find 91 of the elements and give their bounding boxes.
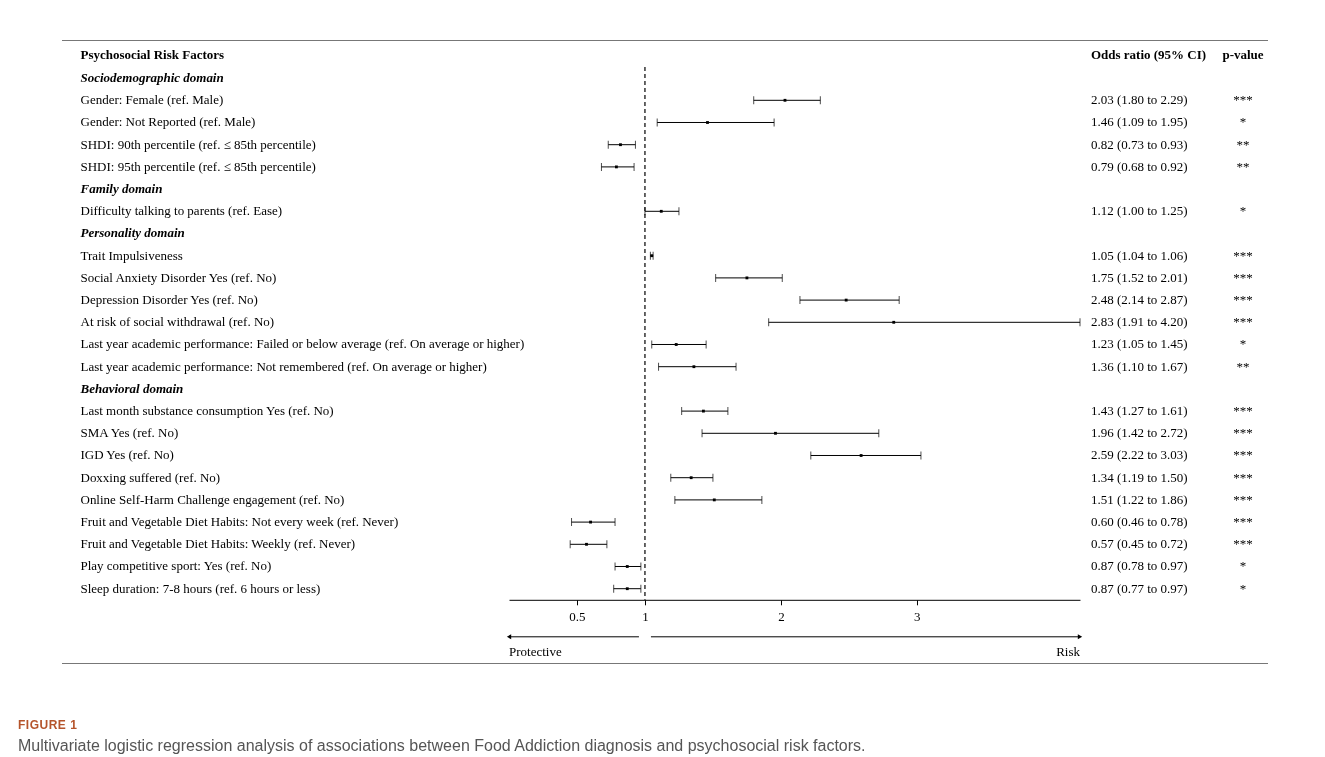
data-label: 1.51 (1.22 to 1.86): [1091, 491, 1188, 507]
point: [589, 520, 592, 524]
text: Protective: [509, 643, 562, 659]
y-tick-label: Depression Disorder Yes (ref. No): [80, 292, 258, 308]
text: FIGURE 1: [18, 718, 78, 732]
text: ***: [1233, 292, 1253, 308]
y-tick-label: Personality domain: [80, 225, 185, 241]
y-tick-label: At risk of social withdrawal (ref. No): [80, 314, 275, 330]
text: *: [1239, 203, 1247, 219]
data-label: 2.03 (1.80 to 2.29): [1091, 92, 1188, 108]
point: [892, 320, 896, 324]
text: ***: [1233, 92, 1253, 108]
data-label: 0.82 (0.73 to 0.93): [1091, 136, 1188, 152]
x-tick-label: 0.5: [569, 609, 586, 625]
data-label: 1.05 (1.04 to 1.06): [1091, 247, 1188, 263]
y-tick-label: Online Self-Harm Challenge engagement (ref. No): [80, 491, 345, 507]
y-tick-label: Last year academic performance: Failed or below average (ref. On average or higher): [80, 336, 525, 352]
text: ***: [1233, 314, 1253, 330]
y-tick-label: SHDI: 90th percentile (ref. ≤ 85th percentile): [80, 136, 316, 152]
y-tick-label: SMA Yes (ref. No): [80, 425, 179, 441]
text: Odds ratio (95% CI): [1091, 47, 1207, 62]
y-tick-label: Doxxing suffered (ref. No): [80, 469, 221, 485]
y-axis-title: Psychosocial Risk Factors: [80, 47, 225, 63]
text: Multivariate logistic regression analysis of associations between Food Addiction diagnosis and psychosocial risk factors.: [18, 737, 866, 755]
data-label: 1.12 (1.00 to 1.25): [1091, 203, 1188, 219]
point: [674, 343, 678, 346]
y-tick-label: Behavioral domain: [79, 380, 184, 396]
point: [689, 476, 693, 480]
data-label: 0.79 (0.68 to 0.92): [1091, 158, 1188, 174]
data-label: 2.59 (2.22 to 3.03): [1091, 447, 1188, 463]
y-tick-label: Sleep duration: 7-8 hours (ref. 6 hours or less): [80, 580, 321, 596]
data-label: 1.75 (1.52 to 2.01): [1091, 269, 1188, 285]
y-tick-label: Trait Impulsiveness: [80, 247, 183, 263]
text: ***: [1233, 247, 1253, 263]
data-label: 1.36 (1.10 to 1.67): [1091, 358, 1188, 374]
text: **: [1236, 136, 1250, 152]
point: [692, 365, 696, 369]
data-label: 1.96 (1.42 to 2.72): [1091, 425, 1188, 441]
y-tick-label: Fruit and Vegetable Diet Habits: Not every week (ref. Never): [80, 514, 399, 530]
x-tick-label: 1: [642, 609, 649, 625]
text: ***: [1233, 514, 1253, 530]
y-tick-label: Gender: Female (ref. Male): [80, 92, 224, 108]
y-tick-label: Last month substance consumption Yes (ref. No): [80, 403, 334, 419]
data-label: 2.48 (2.14 to 2.87): [1091, 292, 1188, 308]
x-tick-label: 2: [778, 609, 785, 625]
point: [702, 409, 705, 413]
y-tick-label: Last year academic performance: Not remembered (ref. On average or higher): [80, 358, 487, 374]
point: [844, 298, 848, 302]
data-label: 1.46 (1.09 to 1.95): [1091, 114, 1188, 130]
point: [614, 165, 618, 169]
data-label: 1.23 (1.05 to 1.45): [1091, 336, 1188, 352]
y-tick-label: Family domain: [79, 181, 163, 197]
data-label: 0.60 (0.46 to 0.78): [1091, 514, 1188, 530]
text: Risk: [1056, 643, 1081, 659]
point: [619, 143, 622, 147]
point: [585, 542, 588, 546]
text: ***: [1233, 403, 1253, 419]
text: p-value: [1222, 47, 1264, 62]
text: ***: [1233, 491, 1253, 507]
point: [774, 431, 777, 435]
text: ***: [1233, 425, 1253, 441]
point: [659, 209, 663, 213]
point: [625, 587, 629, 591]
y-tick-label: Gender: Not Reported (ref. Male): [80, 114, 256, 130]
text: *: [1239, 336, 1247, 352]
y-tick-label: Social Anxiety Disorder Yes (ref. No): [80, 269, 277, 285]
text: *: [1239, 114, 1247, 130]
text: ***: [1233, 536, 1253, 552]
data-label: 1.34 (1.19 to 1.50): [1091, 469, 1188, 485]
point: [625, 565, 629, 568]
point: [712, 498, 716, 502]
y-tick-label: Play competitive sport: Yes (ref. No): [80, 558, 272, 574]
text: ***: [1233, 469, 1253, 485]
data-label: 0.87 (0.77 to 0.97): [1091, 580, 1188, 596]
point: [859, 454, 863, 457]
text: ***: [1233, 269, 1253, 285]
y-tick-label: SHDI: 95th percentile (ref. ≤ 85th percentile): [80, 158, 316, 174]
data-label: 0.87 (0.78 to 0.97): [1091, 558, 1188, 574]
text: *: [1239, 580, 1247, 596]
text: **: [1236, 158, 1250, 174]
y-tick-label: Sociodemographic domain: [80, 70, 224, 86]
text: ***: [1233, 447, 1253, 463]
data-label: 0.57 (0.45 to 0.72): [1091, 536, 1188, 552]
y-tick-label: Fruit and Vegetable Diet Habits: Weekly (ref. Never): [80, 536, 356, 552]
y-tick-label: Difficulty talking to parents (ref. Ease): [80, 203, 283, 219]
data-label: 1.43 (1.27 to 1.61): [1091, 403, 1188, 419]
data-label: 2.83 (1.91 to 4.20): [1091, 314, 1188, 330]
x-tick-label: 3: [914, 609, 921, 625]
text: *: [1239, 558, 1247, 574]
text: **: [1236, 358, 1250, 374]
y-tick-label: IGD Yes (ref. No): [80, 447, 174, 463]
